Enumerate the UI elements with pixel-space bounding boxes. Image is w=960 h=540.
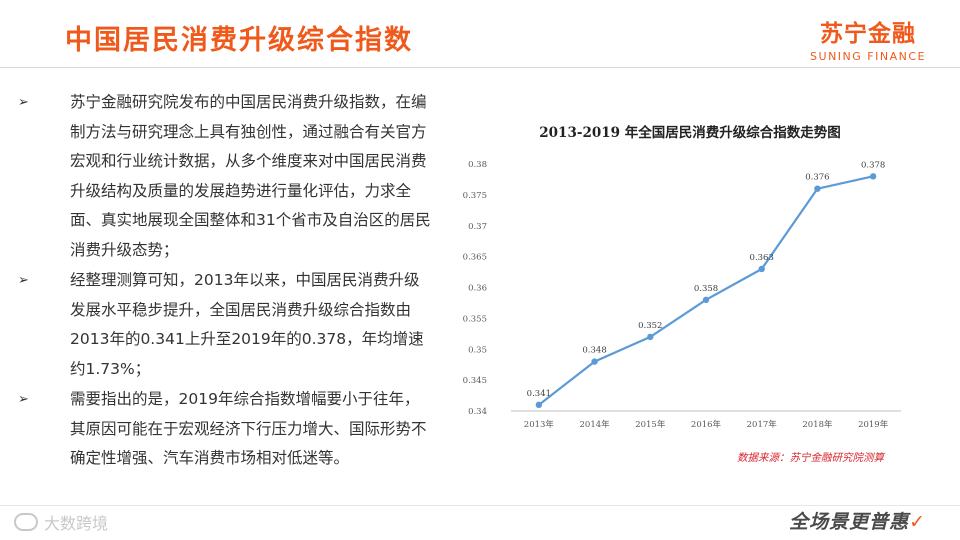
x-tick-label: 2019年 bbox=[858, 419, 889, 430]
watermark: 大数跨境 bbox=[14, 510, 108, 534]
bullet-text: 苏宁金融研究院发布的中国居民消费升级指数，在编制方法与研究理念上具有独创性，通过… bbox=[70, 93, 431, 259]
bullet-list: ➢ 苏宁金融研究院发布的中国居民消费升级指数，在编制方法与研究理念上具有独创性，… bbox=[14, 88, 434, 475]
bullet-text: 经整理测算可知，2013年以来，中国居民消费升级发展水平稳步提升，全国居民消费升… bbox=[70, 271, 424, 378]
line-chart: 2013-2019 年全国居民消费升级综合指数走势图 0.34 0.345 0.35… bbox=[453, 115, 927, 433]
data-point bbox=[814, 185, 821, 192]
chart-svg: 0.34 0.345 0.35 0.355 0.36 0.365 0.37 0.375 0.38… bbox=[463, 160, 901, 430]
x-tick-label: 2015年 bbox=[635, 419, 666, 430]
y-tick-label: 0.345 bbox=[463, 376, 487, 386]
bullet-arrow-icon: ➢ bbox=[18, 95, 29, 110]
x-tick-label: 2016年 bbox=[691, 419, 722, 430]
data-label: 0.348 bbox=[582, 346, 606, 356]
x-tick-label: 2017年 bbox=[747, 419, 778, 430]
data-label: 0.376 bbox=[805, 173, 829, 183]
slogan: 全场景更普惠✓ bbox=[789, 507, 926, 534]
page-title: 中国居民消费升级综合指数 bbox=[65, 25, 413, 56]
x-tick-label: 2013年 bbox=[524, 419, 555, 430]
bullet-text: 需要指出的是，2019年综合指数增幅要小于往年，其原因可能在于宏观经济下行压力增… bbox=[70, 390, 427, 467]
bullet-arrow-icon: ➢ bbox=[18, 273, 29, 288]
data-point bbox=[591, 358, 598, 365]
chart-title: 2013-2019 年全国居民消费升级综合指数走势图 bbox=[539, 125, 841, 141]
logo-cn: 苏宁金融 bbox=[820, 21, 917, 47]
y-tick-label: 0.37 bbox=[468, 222, 487, 232]
bullet-item: ➢ 需要指出的是，2019年综合指数增幅要小于往年，其原因可能在于宏观经济下行压… bbox=[14, 385, 434, 474]
y-tick-label: 0.365 bbox=[463, 253, 487, 263]
data-point bbox=[869, 173, 877, 180]
y-tick-label: 0.355 bbox=[463, 314, 487, 324]
header-divider bbox=[0, 67, 960, 68]
y-tick-label: 0.36 bbox=[468, 284, 487, 294]
data-point bbox=[647, 333, 654, 341]
y-tick-label: 0.38 bbox=[468, 160, 487, 170]
slogan-text: 全场景更普惠 bbox=[789, 511, 910, 533]
data-point bbox=[535, 401, 543, 409]
watermark-text: 大数跨境 bbox=[44, 514, 109, 533]
data-point bbox=[758, 265, 765, 273]
data-label: 0.378 bbox=[861, 160, 885, 170]
y-tick-label: 0.35 bbox=[468, 345, 487, 355]
check-icon: ✓ bbox=[909, 511, 926, 533]
watermark-logo-icon bbox=[14, 513, 38, 531]
y-tick-label: 0.375 bbox=[463, 191, 487, 201]
data-label: 0.358 bbox=[694, 284, 718, 294]
logo-en: SUNING FINANCE bbox=[810, 50, 926, 63]
y-tick-label: 0.34 bbox=[468, 407, 487, 417]
footer-divider bbox=[0, 505, 960, 506]
x-tick-label: 2014年 bbox=[580, 419, 611, 430]
brand-logo: 苏宁金融 SUNING FINANCE bbox=[810, 14, 926, 63]
bullet-arrow-icon: ➢ bbox=[18, 392, 29, 407]
x-tick-label: 2018年 bbox=[802, 419, 833, 430]
data-label: 0.352 bbox=[638, 321, 662, 331]
data-label: 0.363 bbox=[750, 253, 774, 263]
data-label: 0.341 bbox=[527, 389, 551, 399]
bullet-item: ➢ 苏宁金融研究院发布的中国居民消费升级指数，在编制方法与研究理念上具有独创性，… bbox=[14, 88, 434, 265]
data-source-note: 数据来源：苏宁金融研究院测算 bbox=[737, 452, 884, 464]
data-point bbox=[702, 296, 710, 304]
bullet-item: ➢ 经整理测算可知，2013年以来，中国居民消费升级发展水平稳步提升，全国居民消… bbox=[14, 266, 434, 384]
